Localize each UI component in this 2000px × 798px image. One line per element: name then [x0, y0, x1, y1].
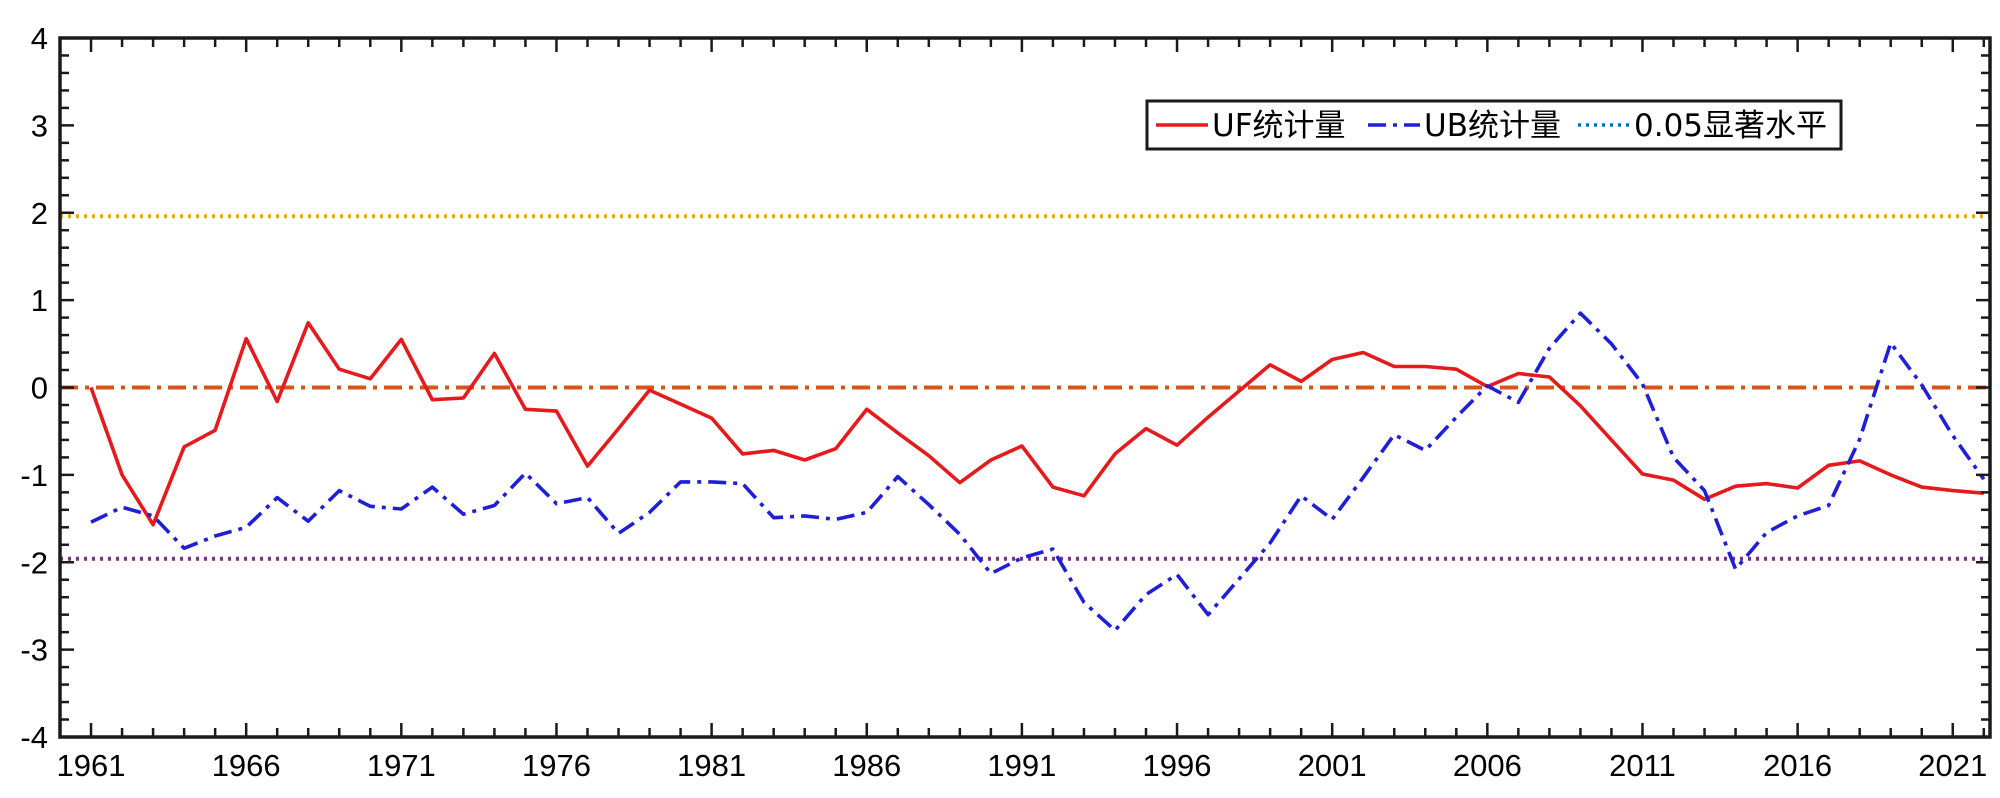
y-tick-label: -1 — [20, 458, 48, 493]
y-tick-label: 4 — [31, 21, 48, 56]
x-tick-label: 1986 — [832, 748, 901, 783]
x-tick-label: 1976 — [522, 748, 591, 783]
x-tick-label: 1966 — [212, 748, 281, 783]
legend-label-2: UB统计量 — [1424, 108, 1561, 144]
reference-lines — [60, 214, 1990, 561]
legend-label-1: UF统计量 — [1212, 108, 1346, 144]
legend: UF统计量 UB统计量 0.05显著水平 — [1145, 99, 1843, 151]
y-tick-label: -3 — [20, 633, 48, 668]
x-tick-label: 2011 — [1609, 748, 1676, 783]
ticks: 1961 1966 1971 1976 1981 1986 1991 1996 2001 2006… — [20, 21, 1990, 783]
ub-series-line — [90, 311, 1986, 633]
series-lines — [89, 311, 1986, 633]
x-tick-label: 1961 — [57, 748, 126, 783]
x-tick-label: 2021 — [1918, 748, 1987, 783]
x-tick-label: 2001 — [1298, 748, 1367, 783]
y-tick-label: 3 — [31, 108, 48, 143]
x-tick-label: 1981 — [677, 748, 746, 783]
y-tick-label: 1 — [31, 283, 48, 318]
y-tick-label: 0 — [31, 371, 48, 406]
y-tick-label: -2 — [20, 545, 48, 580]
uf-series-line — [89, 320, 1984, 527]
x-tick-label: 2006 — [1453, 748, 1522, 783]
x-tick-label: 2016 — [1763, 748, 1832, 783]
legend-box — [1145, 99, 1843, 151]
x-tick-label: 1996 — [1143, 748, 1212, 783]
y-tick-label: -4 — [20, 720, 48, 755]
x-tick-label: 1991 — [987, 748, 1056, 783]
x-tick-label: 1971 — [367, 748, 436, 783]
y-tick-label: 2 — [31, 196, 48, 231]
legend-label-3: 0.05显著水平 — [1634, 108, 1827, 144]
